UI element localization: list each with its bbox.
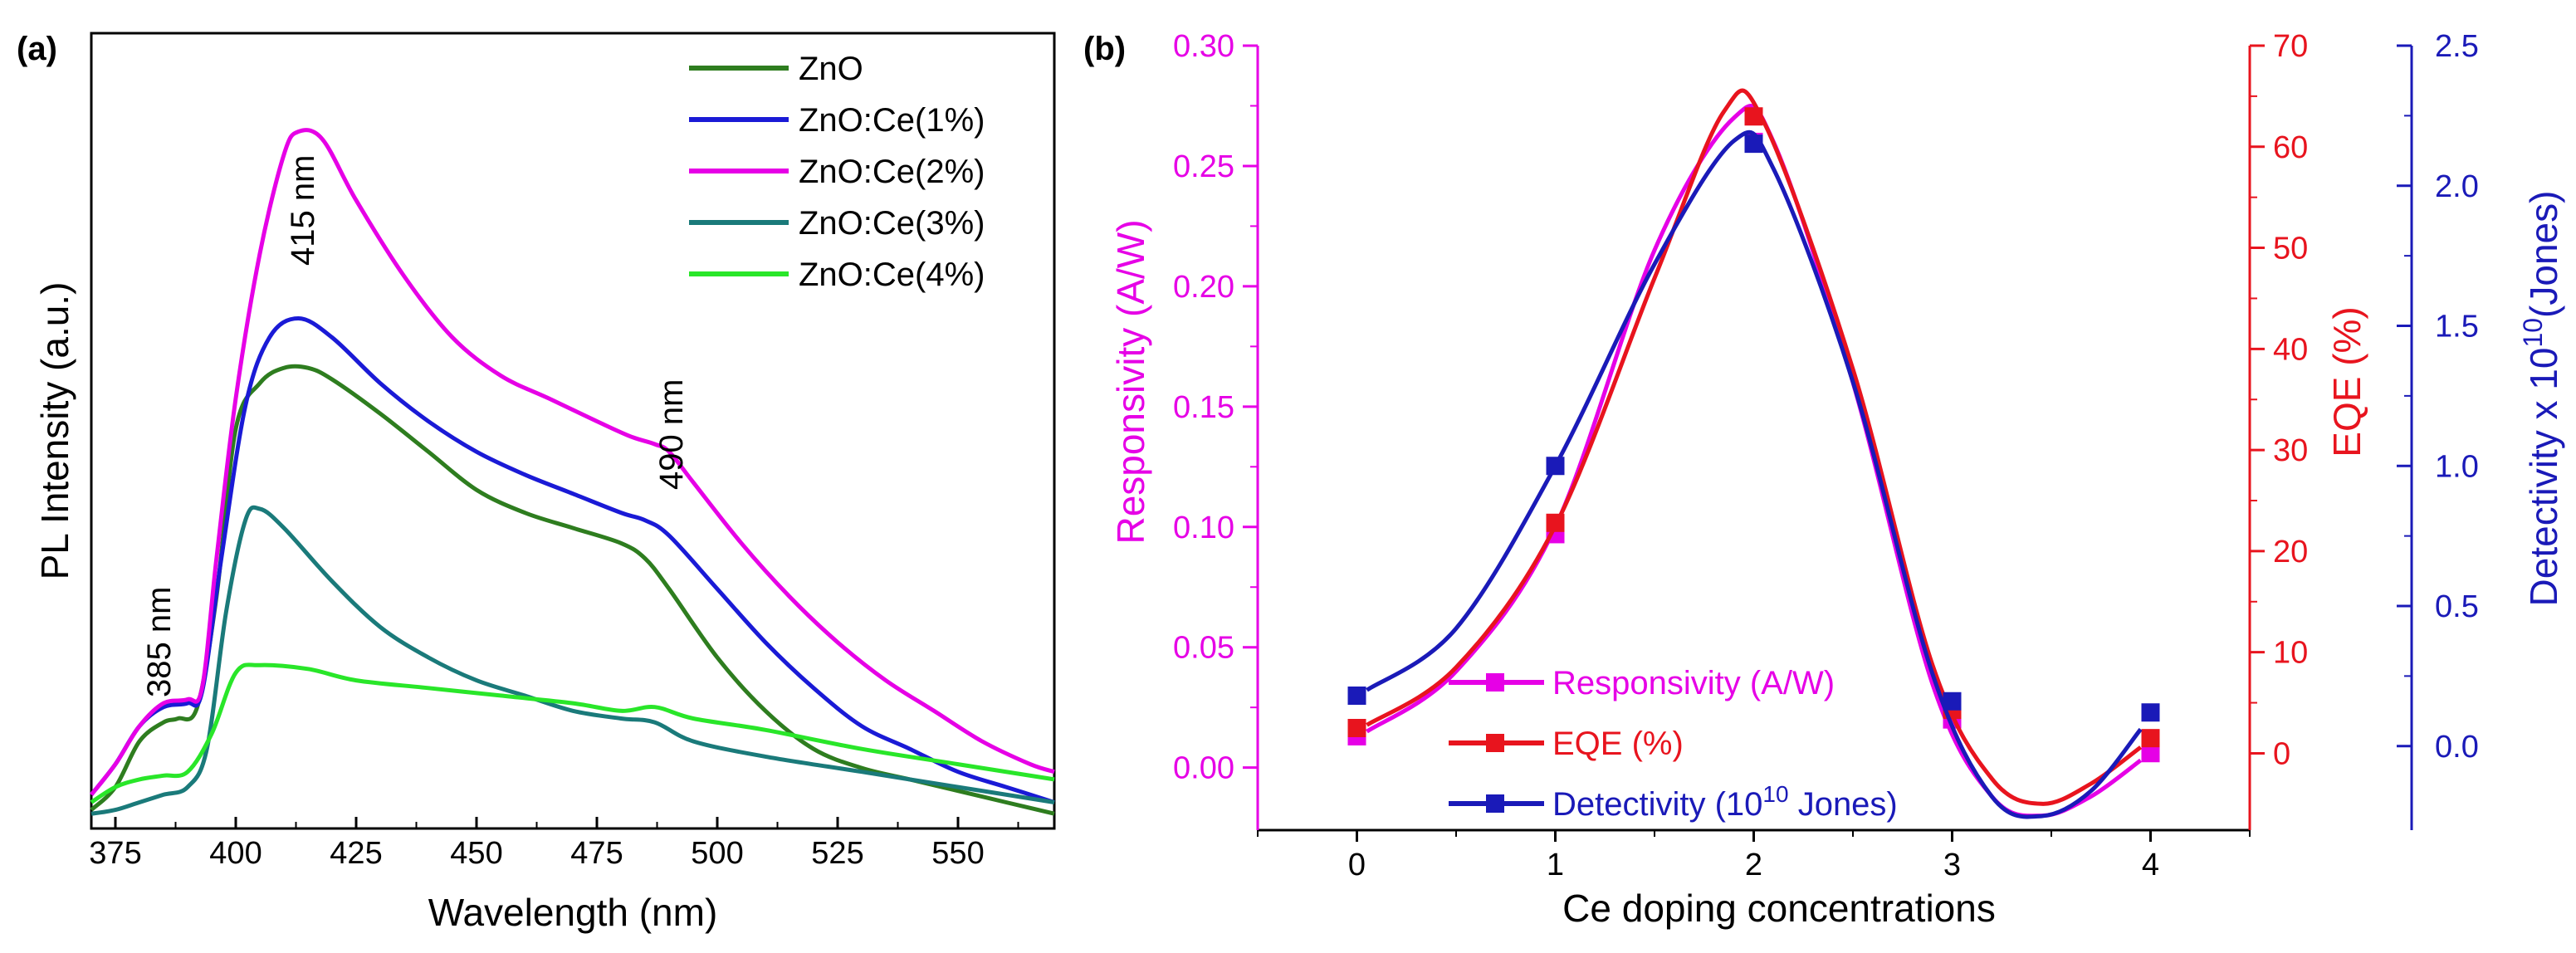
panel-a: (a) 375 400 425 450 475 500 525 550 Wavelength …	[17, 31, 1056, 934]
panel-b-x-tick-label: 2	[1745, 848, 1762, 882]
panel-b-marker-1-2	[1744, 107, 1763, 126]
panel-b-legend-marker-2	[1486, 794, 1504, 813]
panel-b-right-outer-tick-label: 0.0	[2435, 730, 2479, 765]
panel-b-marker-0-4	[2141, 744, 2160, 763]
panel-b-right-tick-label: 20	[2273, 535, 2308, 569]
panel-a-legend: ZnO ZnO:Ce(1%) ZnO:Ce(2%) ZnO:Ce(3%) ZnO:Ce(…	[689, 51, 985, 293]
panel-b-series	[1347, 88, 2160, 819]
panel-b-legend-label-1: EQE (%)	[1552, 726, 1684, 762]
panel-b-marker-1-1	[1546, 513, 1565, 532]
panel-b-x-tick-label: 1	[1547, 848, 1564, 882]
panel-b-series-curve-0	[1366, 104, 2143, 819]
panel-b-left-tick-label: 0.20	[1173, 270, 1234, 305]
panel-b-right-outer-tick-label: 1.5	[2435, 310, 2479, 345]
panel-b: (b) 0 1 2 3 4 0.00 0.05 0.10 0.15 0.20 0.25 0.30 0 10…	[1083, 29, 2565, 930]
panel-a-legend-label-2: ZnO:Ce(2%)	[799, 154, 985, 190]
panel-b-right-tick-label: 40	[2273, 332, 2308, 367]
panel-a-x-tick-label: 400	[209, 836, 262, 871]
detectivity-label-exponent: 10	[2518, 318, 2548, 348]
annotation-490nm: 490 nm	[653, 379, 690, 490]
panel-a-x-tick-label: 375	[89, 836, 141, 871]
legend-label-suffix: Jones)	[1789, 786, 1898, 823]
panel-b-marker-2-0	[1347, 687, 1366, 705]
panel-a-x-tick-label: 525	[811, 836, 863, 871]
panel-b-legend: Responsivity (A/W) EQE (%) Detectivity (10…	[1449, 665, 1898, 823]
panel-a-plot-frame	[90, 32, 1056, 830]
panel-b-marker-2-3	[1943, 692, 1962, 711]
panel-b-marker-1-0	[1347, 719, 1366, 738]
panel-a-x-axis-label: Wavelength (nm)	[428, 891, 718, 934]
panel-b-axes: 0 1 2 3 4 0.00 0.05 0.10 0.15 0.20 0.25 0.30 0 10 20 30…	[1173, 29, 2479, 882]
panel-b-legend-label-2: Detectivity (1010 Jones)	[1552, 781, 1898, 823]
panel-a-x-tick-label: 550	[931, 836, 984, 871]
panel-a-x-tick-label: 450	[450, 836, 502, 871]
panel-b-left-tick-label: 0.05	[1173, 631, 1234, 666]
panel-b-marker-2-4	[2141, 703, 2160, 722]
panel-b-legend-marker-1	[1486, 734, 1504, 752]
panel-b-series-curve-2	[1366, 130, 2143, 819]
detectivity-label-unit: (Jones)	[2522, 191, 2565, 318]
panel-b-legend-label-0: Responsivity (A/W)	[1552, 665, 1835, 701]
legend-label-main: Detectivity (10	[1552, 786, 1762, 823]
panel-a-x-tick-label: 425	[330, 836, 382, 871]
panel-b-right-outer-tick-label: 1.0	[2435, 449, 2479, 484]
panel-b-right-tick-label: 60	[2273, 130, 2308, 165]
panel-b-marker-2-1	[1546, 457, 1565, 476]
panel-a-series-line-4	[90, 662, 1055, 804]
panel-b-x-tick-label: 0	[1348, 848, 1366, 882]
panel-b-left-tick-label: 0.30	[1173, 29, 1234, 64]
panel-b-left-tick-label: 0.15	[1173, 390, 1234, 425]
panel-b-detectivity-axis-label: Detectivity x 1010(Jones)	[2518, 191, 2565, 607]
panel-b-responsivity-axis-label: Responsivity (A/W)	[1109, 219, 1152, 544]
panel-b-eqe-axis-label: EQE (%)	[2325, 306, 2368, 457]
panel-a-x-tick-label: 500	[691, 836, 743, 871]
panel-b-left-tick-label: 0.00	[1173, 751, 1234, 786]
panel-b-label: (b)	[1083, 31, 1126, 67]
panel-b-x-tick-label: 4	[2142, 848, 2159, 882]
panel-b-marker-1-4	[2141, 729, 2160, 748]
panel-b-x-axis-label: Ce doping concentrations	[1562, 887, 1996, 930]
panel-a-legend-label-1: ZnO:Ce(1%)	[799, 102, 985, 139]
panel-a-x-tick-label: 475	[570, 836, 623, 871]
panel-b-right-outer-tick-label: 2.5	[2435, 29, 2479, 64]
detectivity-label-main: Detectivity x 10	[2522, 348, 2565, 607]
panel-a-series-line-2	[90, 128, 1055, 796]
panel-a-legend-label-0: ZnO	[799, 51, 863, 87]
panel-b-right-tick-label: 10	[2273, 636, 2308, 671]
panel-b-series-curve-1	[1366, 88, 2143, 806]
panel-a-series-line-0	[90, 364, 1055, 816]
annotation-385nm: 385 nm	[141, 587, 178, 697]
panel-b-right-outer-tick-label: 0.5	[2435, 589, 2479, 624]
panel-a-series-line-3	[90, 505, 1055, 816]
panel-b-legend-marker-0	[1486, 673, 1504, 692]
panel-b-right-tick-label: 30	[2273, 433, 2308, 468]
panel-b-right-tick-label: 70	[2273, 29, 2308, 64]
panel-b-right-tick-label: 0	[2273, 736, 2290, 771]
panel-a-legend-label-4: ZnO:Ce(4%)	[799, 257, 985, 293]
panel-a-label: (a)	[17, 31, 57, 67]
panel-a-series	[90, 128, 1055, 816]
panel-b-right-tick-label: 50	[2273, 232, 2308, 266]
annotation-415nm: 415 nm	[285, 155, 321, 266]
panel-b-marker-2-2	[1744, 134, 1763, 154]
legend-label-sup: 10	[1762, 781, 1788, 807]
panel-a-x-ticks: 375 400 425 450 475 500 525 550	[89, 817, 1019, 871]
panel-b-left-tick-label: 0.10	[1173, 511, 1234, 545]
panel-b-x-tick-label: 3	[1943, 848, 1961, 882]
panel-a-legend-label-3: ZnO:Ce(3%)	[799, 205, 985, 242]
panel-b-right-outer-tick-label: 2.0	[2435, 169, 2479, 204]
panel-b-left-tick-label: 0.25	[1173, 149, 1234, 184]
panel-a-y-axis-label: PL Intensity (a.u.)	[33, 282, 76, 580]
